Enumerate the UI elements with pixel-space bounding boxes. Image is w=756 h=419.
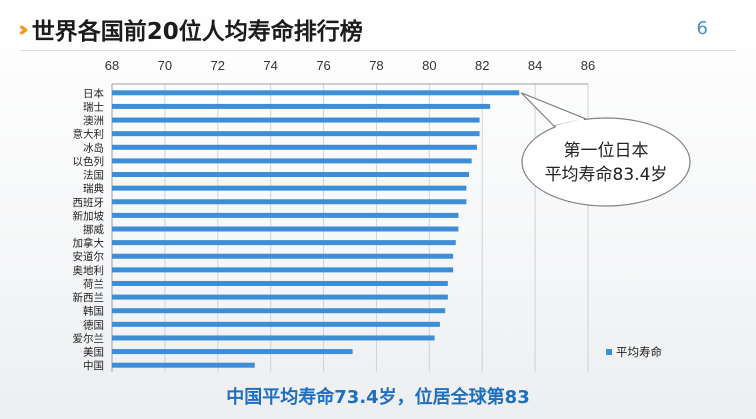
bar-德国 bbox=[112, 321, 440, 327]
y-tick-label: 奥地利 bbox=[73, 264, 105, 277]
callout-joint bbox=[555, 118, 585, 129]
bar-西班牙 bbox=[112, 199, 467, 205]
bar-瑞士 bbox=[112, 103, 491, 109]
x-tick-label: 68 bbox=[105, 58, 119, 73]
y-tick-label: 中国 bbox=[83, 359, 104, 372]
y-tick-label: 法国 bbox=[83, 169, 104, 182]
bar-中国 bbox=[112, 362, 255, 368]
legend-label: 平均寿命 bbox=[616, 345, 662, 359]
y-tick-label: 德国 bbox=[83, 318, 104, 331]
y-tick-label: 爱尔兰 bbox=[73, 332, 105, 345]
bar-法国 bbox=[112, 172, 469, 178]
y-tick-label: 挪威 bbox=[83, 223, 104, 236]
x-tick-label: 74 bbox=[263, 58, 277, 73]
bar-奥地利 bbox=[112, 267, 454, 273]
title-row: › › › 世界各国前20位人均寿命排行榜 bbox=[18, 12, 363, 46]
bar-爱尔兰 bbox=[112, 335, 435, 341]
page-title: 世界各国前20位人均寿命排行榜 bbox=[31, 19, 363, 45]
y-tick-label: 意大利 bbox=[73, 128, 105, 141]
bar-意大利 bbox=[112, 131, 480, 137]
y-tick-label: 韩国 bbox=[83, 305, 104, 318]
y-tick-label: 冰岛 bbox=[83, 141, 104, 154]
bar-安道尔 bbox=[112, 253, 454, 259]
y-tick-label: 西班牙 bbox=[73, 197, 105, 209]
y-tick-label: 美国 bbox=[83, 346, 104, 359]
bar-冰岛 bbox=[112, 144, 477, 150]
y-tick-label: 加拿大 bbox=[73, 237, 105, 250]
bar-瑞典 bbox=[112, 185, 467, 191]
x-tick-label: 76 bbox=[316, 58, 330, 73]
bar-澳洲 bbox=[112, 117, 480, 123]
x-tick-label: 72 bbox=[211, 58, 225, 73]
callout-text-line: 平均寿命83.4岁 bbox=[545, 165, 668, 185]
y-tick-label: 日本 bbox=[83, 87, 104, 100]
x-tick-label: 84 bbox=[528, 58, 542, 73]
x-tick-label: 82 bbox=[475, 58, 489, 73]
legend-swatch bbox=[606, 349, 612, 355]
bar-加拿大 bbox=[112, 240, 456, 246]
x-tick-label: 80 bbox=[422, 58, 436, 73]
x-tick-label: 70 bbox=[158, 58, 172, 73]
y-tick-label: 荷兰 bbox=[83, 277, 104, 290]
callout-bubble bbox=[521, 117, 691, 207]
x-tick-label: 86 bbox=[581, 58, 595, 73]
x-tick-label: 78 bbox=[369, 58, 383, 73]
bar-新西兰 bbox=[112, 294, 448, 300]
footer-note: 中国平均寿命73.4岁，位居全球第83 bbox=[226, 387, 530, 408]
y-tick-label: 安道尔 bbox=[73, 250, 105, 263]
bar-韩国 bbox=[112, 308, 446, 314]
y-tick-label: 以色列 bbox=[73, 155, 105, 168]
page-number: 6 bbox=[696, 18, 708, 39]
y-tick-label: 瑞典 bbox=[83, 182, 104, 195]
y-tick-label: 瑞士 bbox=[83, 100, 104, 113]
bar-日本 bbox=[112, 90, 520, 96]
y-tick-label: 新加坡 bbox=[73, 209, 105, 222]
title-divider bbox=[20, 50, 736, 51]
bar-挪威 bbox=[112, 226, 459, 232]
bar-新加坡 bbox=[112, 212, 459, 218]
y-tick-label: 新西兰 bbox=[73, 291, 105, 304]
callout-text-line: 第一位日本 bbox=[564, 141, 649, 161]
bar-荷兰 bbox=[112, 280, 448, 286]
bar-美国 bbox=[112, 349, 353, 355]
y-tick-label: 澳洲 bbox=[83, 114, 104, 127]
bar-以色列 bbox=[112, 158, 472, 164]
